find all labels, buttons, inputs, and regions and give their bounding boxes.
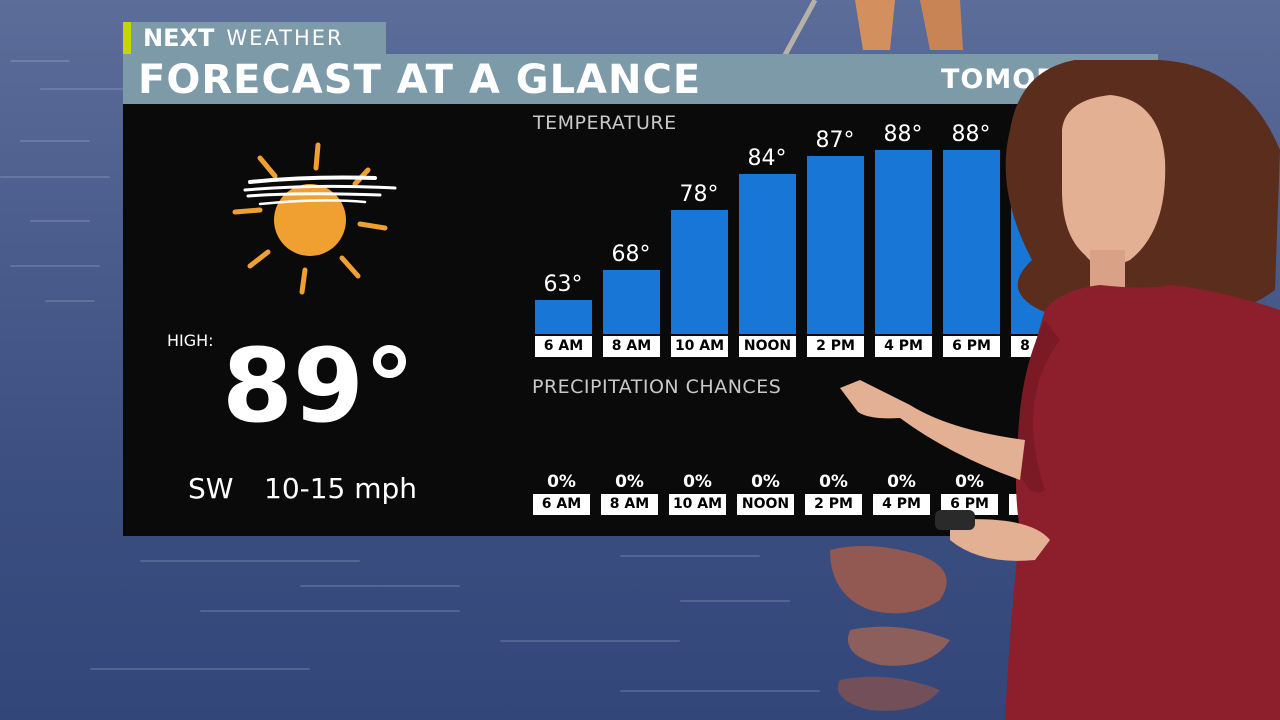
precipitation-value: 0% — [955, 472, 984, 492]
temperature-time-label: 6 PM — [943, 336, 1000, 357]
water-ripple — [30, 220, 90, 222]
brand-logo-next: NEXT — [143, 24, 215, 52]
water-ripple — [500, 640, 680, 642]
temperature-time-label: 6 AM — [535, 336, 592, 357]
water-ripple — [10, 265, 100, 267]
water-ripple — [620, 690, 820, 692]
precipitation-title: PRECIPITATION CHANCES — [532, 376, 782, 398]
water-ripple — [90, 668, 310, 670]
temperature-value: 87° — [815, 128, 855, 153]
brand-logo-weather: WEATHER — [226, 26, 344, 50]
precipitation-value: 0% — [683, 472, 712, 492]
wind-speed: 10-15 mph — [264, 472, 418, 505]
brand-accent — [123, 22, 131, 54]
water-ripple — [620, 555, 760, 557]
temperature-time-label: NOON — [739, 336, 796, 357]
water-ripple — [20, 140, 90, 142]
precipitation-time-label: 6 AM — [533, 494, 590, 515]
page-title: FORECAST AT A GLANCE — [138, 57, 702, 103]
temperature-value: 84° — [747, 146, 787, 171]
high-label: HIGH: — [167, 331, 214, 350]
water-reflection — [830, 546, 950, 711]
temperature-time-label: 2 PM — [807, 336, 864, 357]
precipitation-value: 0% — [751, 472, 780, 492]
temperature-bar — [671, 210, 728, 334]
temperature-bar — [807, 156, 864, 334]
sunny-hazy-icon — [232, 142, 397, 295]
water-ripple — [10, 60, 70, 62]
temperature-time-label: 10 AM — [671, 336, 728, 357]
temperature-bar — [943, 150, 1000, 334]
temperature-bar — [875, 150, 932, 334]
title-bar: FORECAST AT A GLANCE TOMORROW — [123, 54, 1158, 104]
water-ripple — [0, 176, 110, 178]
temperature-value: 63° — [543, 272, 583, 297]
water-ripple — [200, 610, 460, 612]
precipitation-value: 0% — [547, 472, 576, 492]
water-ripple — [40, 88, 160, 90]
temperature-bar — [603, 270, 660, 334]
temperature-value: 68° — [611, 242, 651, 267]
precipitation-time-label: 2 PM — [805, 494, 862, 515]
precipitation-time-label: 10 AM — [669, 494, 726, 515]
temperature-bar — [535, 300, 592, 334]
water-ripple — [140, 560, 360, 562]
temperature-time-label: 4 PM — [875, 336, 932, 357]
precipitation-time-label: 6 PM — [941, 494, 998, 515]
water-ripple — [680, 600, 790, 602]
temperature-value: 88° — [951, 122, 991, 147]
precipitation-time-label: 4 PM — [873, 494, 930, 515]
precipitation-value: 0% — [615, 472, 644, 492]
high-temperature: 89° — [222, 327, 415, 446]
precipitation-value: 0% — [819, 472, 848, 492]
presenter — [840, 60, 1280, 720]
water-ripple — [300, 585, 460, 587]
paddle-icon — [782, 0, 818, 57]
temperature-time-label: 8 AM — [603, 336, 660, 357]
temperature-value: 88° — [883, 122, 923, 147]
wind-direction: SW — [188, 472, 234, 505]
water-ripple — [45, 300, 95, 302]
precipitation-time-label: NOON — [737, 494, 794, 515]
temperature-title: TEMPERATURE — [533, 112, 677, 134]
temperature-bar — [739, 174, 796, 334]
precipitation-time-label: 8 AM — [601, 494, 658, 515]
precipitation-value: 0% — [887, 472, 916, 492]
brand-bar: NEXT WEATHER — [123, 22, 386, 54]
paddler-legs — [855, 0, 963, 50]
temperature-value: 78° — [679, 182, 719, 207]
